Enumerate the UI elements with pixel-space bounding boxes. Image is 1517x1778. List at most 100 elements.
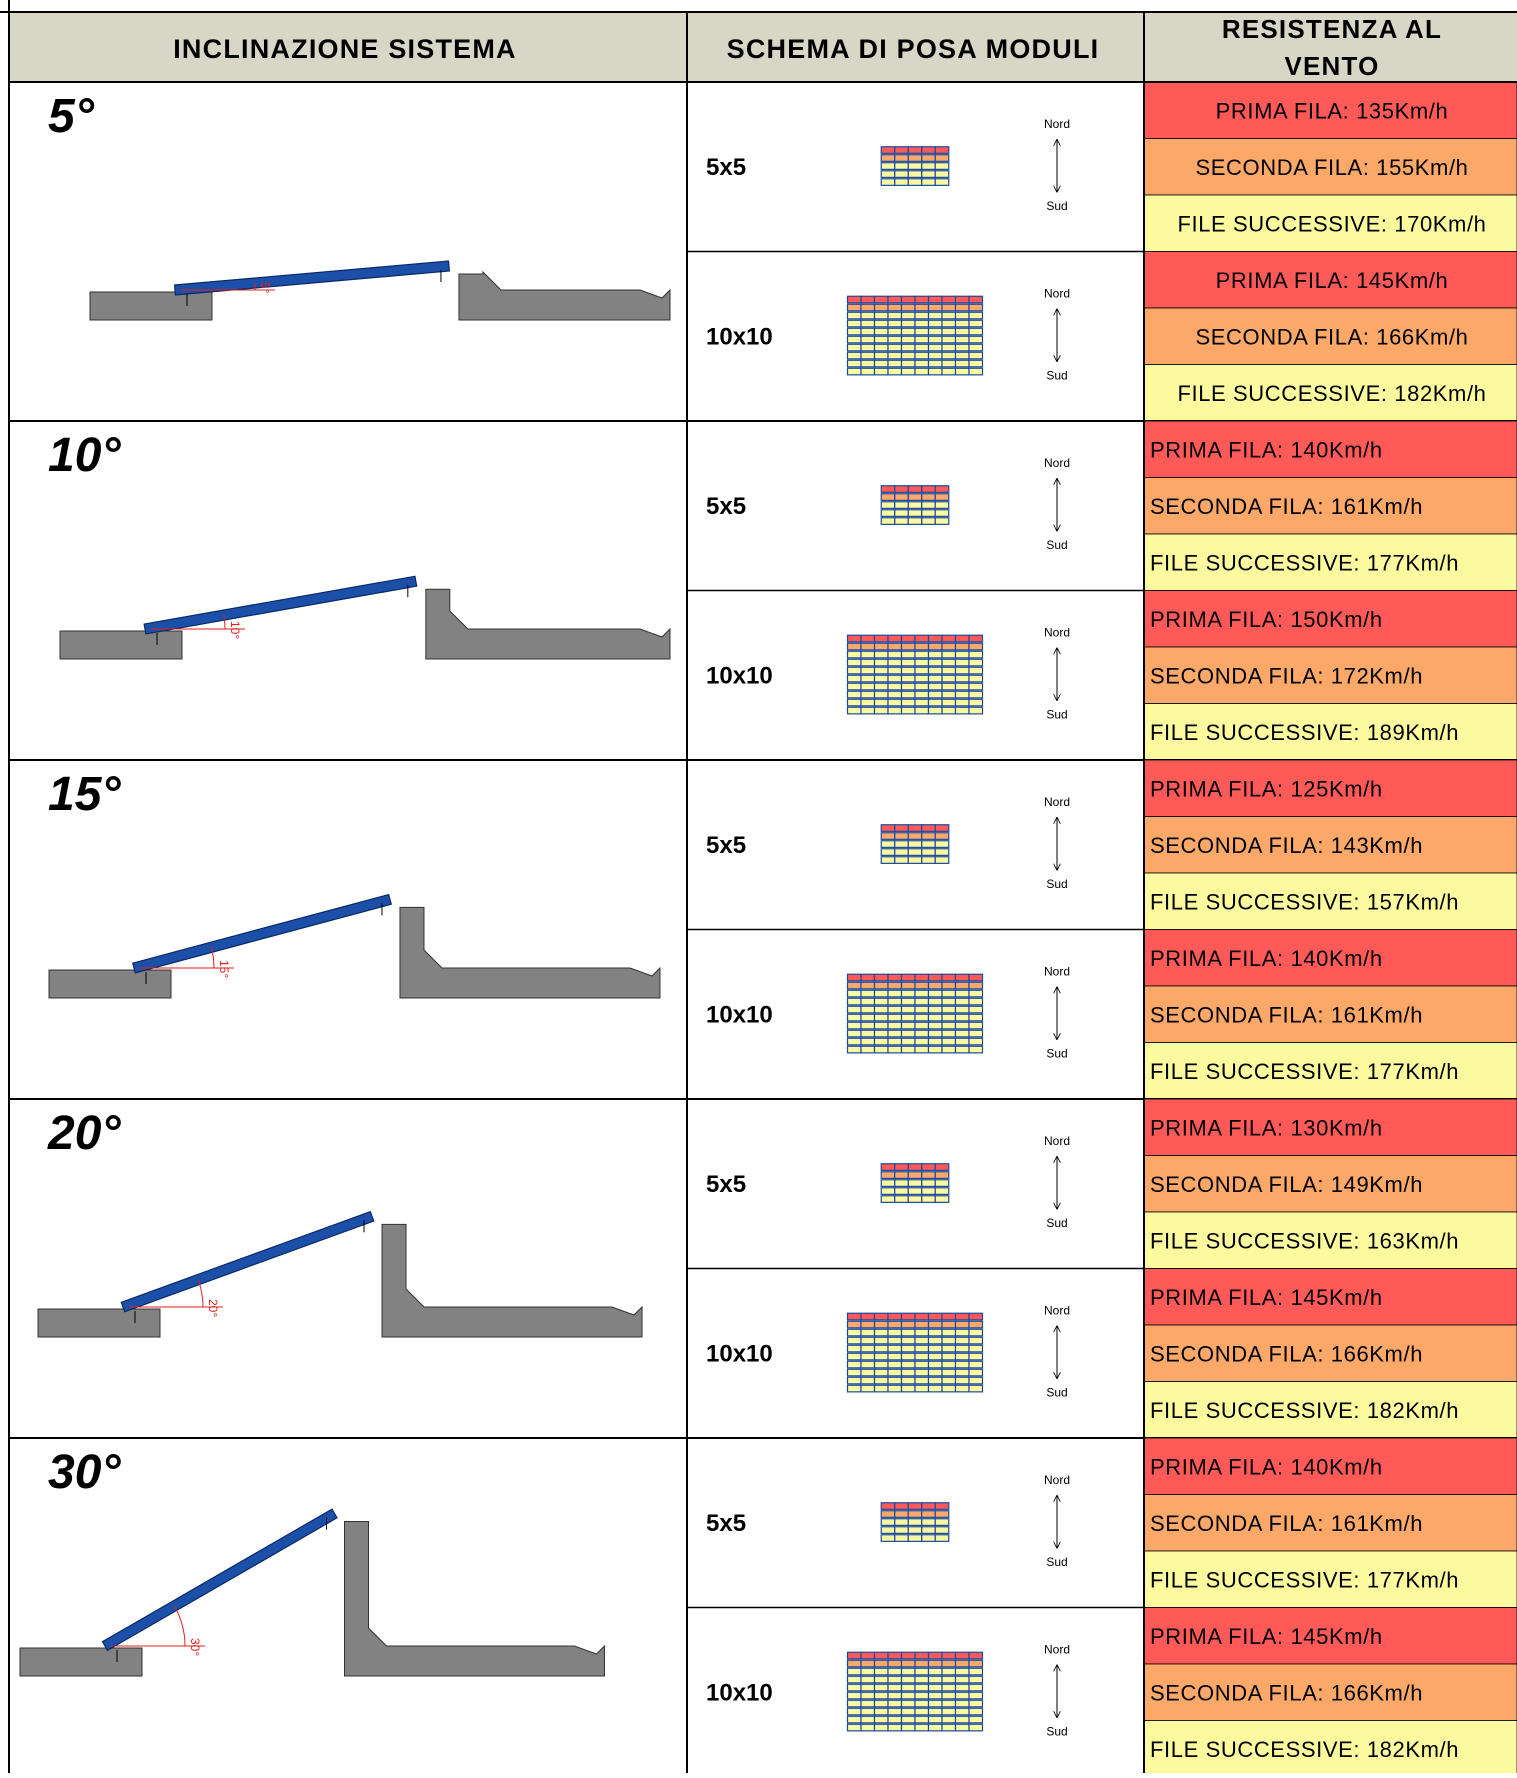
module-cell <box>942 667 956 674</box>
module-cell <box>895 1164 909 1171</box>
module-cell <box>848 1660 862 1667</box>
module-cell <box>861 1022 875 1029</box>
module-cell <box>956 651 970 658</box>
module-cell <box>915 1030 929 1037</box>
module-cell <box>942 1361 956 1368</box>
module-cell <box>848 296 862 303</box>
module-cell <box>915 651 929 658</box>
module-cell <box>969 1377 983 1384</box>
module-cell <box>922 833 936 840</box>
module-cell <box>935 849 949 856</box>
compass-south-label: Sud <box>1046 1385 1067 1399</box>
module-cell <box>861 352 875 359</box>
wind-resistance-value: PRIMA FILA: 130Km/h <box>1150 1115 1383 1140</box>
module-cell <box>942 1313 956 1320</box>
module-cell <box>861 336 875 343</box>
module-cell <box>956 1660 970 1667</box>
module-cell <box>935 179 949 186</box>
module-cell <box>956 1345 970 1352</box>
module-cell <box>902 1724 916 1731</box>
module-cell <box>935 155 949 162</box>
wind-resistance-value: PRIMA FILA: 145Km/h <box>1150 1624 1383 1649</box>
module-cell <box>969 304 983 311</box>
module-cell <box>861 1660 875 1667</box>
module-cell <box>956 1038 970 1045</box>
compass-south-label: Sud <box>1046 707 1067 721</box>
module-cell <box>888 707 902 714</box>
module-cell <box>915 667 929 674</box>
module-cell <box>935 510 949 517</box>
module-cell <box>881 486 895 493</box>
module-cell <box>922 179 936 186</box>
module-cell <box>902 643 916 650</box>
module-cell <box>848 1652 862 1659</box>
compass-south-label: Sud <box>1046 1555 1067 1569</box>
module-cell <box>902 1385 916 1392</box>
module-cell <box>888 1361 902 1368</box>
module-cell <box>902 1668 916 1675</box>
module-cell <box>942 1652 956 1659</box>
module-cell <box>942 304 956 311</box>
module-cell <box>969 998 983 1005</box>
module-cell <box>875 1361 889 1368</box>
module-cell <box>875 1708 889 1715</box>
module-cell <box>895 155 909 162</box>
module-cell <box>902 1046 916 1053</box>
module-cell <box>895 857 909 864</box>
module-cell <box>956 1377 970 1384</box>
module-cell <box>888 312 902 319</box>
module-cell <box>848 328 862 335</box>
rear-ballast-block <box>459 272 670 320</box>
module-cell <box>902 659 916 666</box>
module-cell <box>875 1660 889 1667</box>
module-cell <box>875 699 889 706</box>
module-cell <box>902 1014 916 1021</box>
module-cell <box>929 1022 943 1029</box>
module-cell <box>969 344 983 351</box>
module-cell <box>915 1708 929 1715</box>
module-cell <box>895 486 909 493</box>
module-cell <box>875 1006 889 1013</box>
module-cell <box>861 368 875 375</box>
module-cell <box>929 1377 943 1384</box>
module-cell <box>942 1724 956 1731</box>
compass-north-label: Nord <box>1044 117 1070 131</box>
wind-resistance-value: FILE SUCCESSIVE: 163Km/h <box>1150 1228 1459 1253</box>
module-cell <box>956 1700 970 1707</box>
module-cell <box>848 1337 862 1344</box>
module-cell <box>848 707 862 714</box>
module-cell <box>915 1321 929 1328</box>
module-cell <box>848 336 862 343</box>
module-cell <box>902 360 916 367</box>
tilt-title: 5° <box>48 90 95 143</box>
module-cell <box>895 1180 909 1187</box>
module-cell <box>888 683 902 690</box>
module-cell <box>929 312 943 319</box>
module-cell <box>848 691 862 698</box>
module-cell <box>848 982 862 989</box>
module-cell <box>861 1329 875 1336</box>
module-cell <box>888 1313 902 1320</box>
module-cell <box>848 1345 862 1352</box>
module-cell <box>929 990 943 997</box>
module-cell <box>861 707 875 714</box>
module-cell <box>969 1038 983 1045</box>
module-cell <box>969 667 983 674</box>
module-cell <box>881 510 895 517</box>
module-cell <box>895 1172 909 1179</box>
module-cell <box>875 1668 889 1675</box>
module-cell <box>969 1692 983 1699</box>
module-cell <box>888 1385 902 1392</box>
module-cell <box>861 1353 875 1360</box>
module-cell <box>956 659 970 666</box>
module-cell <box>942 1329 956 1336</box>
module-cell <box>902 699 916 706</box>
module-cell <box>895 147 909 154</box>
module-cell <box>942 1321 956 1328</box>
module-cell <box>895 171 909 178</box>
module-cell <box>902 1321 916 1328</box>
module-cell <box>969 1313 983 1320</box>
module-cell <box>935 494 949 501</box>
